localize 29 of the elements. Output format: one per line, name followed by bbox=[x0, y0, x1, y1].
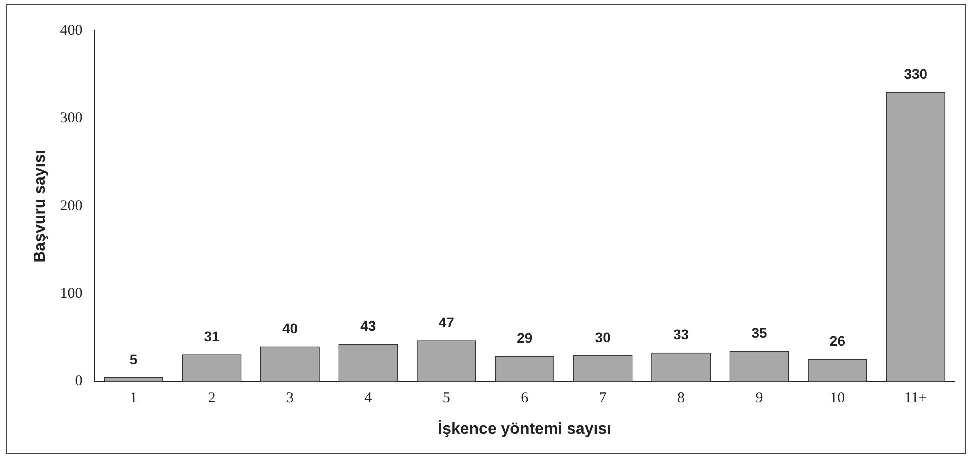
x-tick-label: 7 bbox=[599, 390, 608, 407]
data-label: 47 bbox=[438, 314, 455, 330]
y-axis-title: Başvuru sayısı bbox=[32, 150, 50, 263]
x-tick-label: 5 bbox=[442, 390, 450, 407]
data-label: 26 bbox=[830, 332, 846, 349]
x-tick-label: 2 bbox=[208, 390, 216, 407]
y-tick-label: 200 bbox=[60, 198, 83, 214]
x-tick-label: 8 bbox=[678, 390, 686, 407]
x-tick-label: 3 bbox=[286, 390, 294, 407]
x-tick-label: 1 bbox=[130, 390, 138, 407]
data-label: 29 bbox=[517, 330, 533, 346]
x-axis-title: İşkence yöntemi sayısı bbox=[438, 420, 612, 438]
data-label: 35 bbox=[752, 324, 768, 341]
data-label: 5 bbox=[130, 351, 138, 368]
y-tick-label: 300 bbox=[60, 110, 83, 127]
data-label: 330 bbox=[904, 66, 928, 82]
data-label: 43 bbox=[360, 318, 376, 334]
data-label: 31 bbox=[204, 328, 220, 344]
y-tick-label: 0 bbox=[75, 374, 83, 390]
x-tick-label: 10 bbox=[830, 390, 846, 407]
x-tick-label: 4 bbox=[364, 390, 373, 407]
y-tick-label: 100 bbox=[60, 286, 83, 302]
x-tick-label: 11+ bbox=[904, 390, 928, 407]
x-tick-label: 9 bbox=[756, 390, 764, 407]
y-tick-label: 400 bbox=[60, 22, 83, 39]
data-label: 33 bbox=[673, 326, 690, 343]
data-label: 40 bbox=[282, 320, 298, 337]
data-label: 30 bbox=[595, 329, 612, 346]
x-tick-label: 6 bbox=[521, 390, 530, 407]
